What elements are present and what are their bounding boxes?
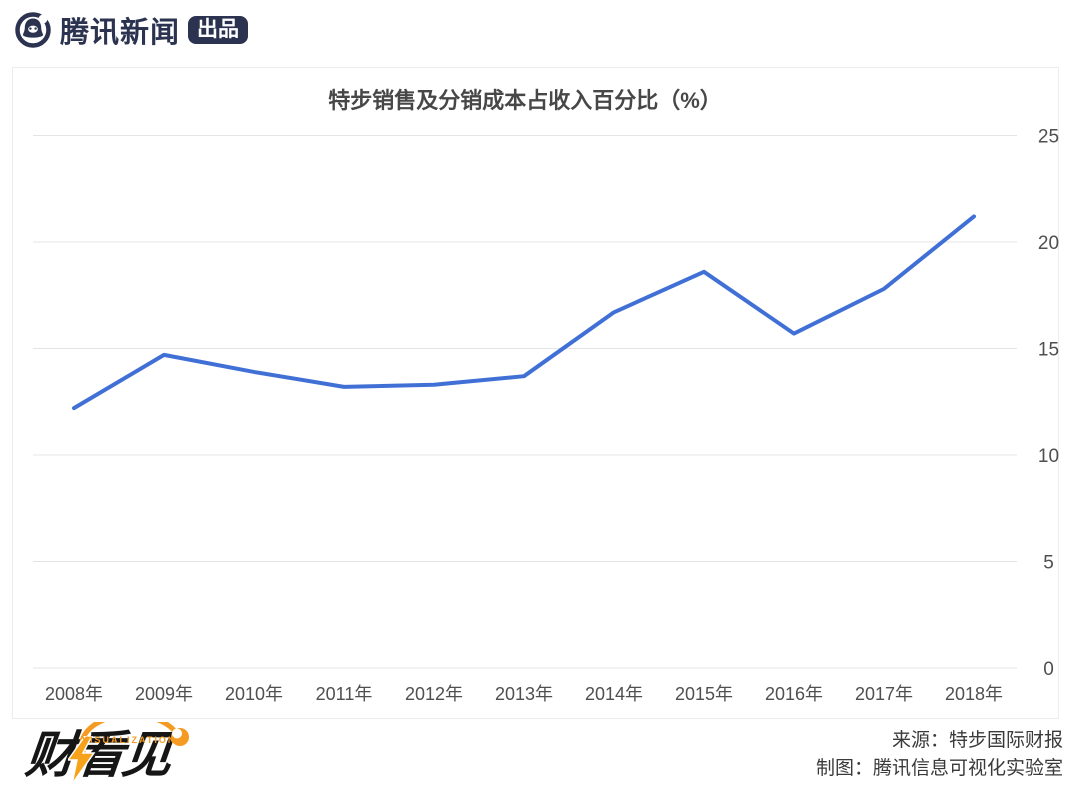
lightning-bolt-icon [68, 736, 96, 784]
brand-badge: 出品 [188, 16, 249, 44]
x-tick-label: 2013年 [495, 684, 553, 704]
x-tick-label: 2018年 [945, 684, 1003, 704]
y-tick-label: 15 [1038, 340, 1059, 361]
y-tick-label: 25 [1038, 127, 1059, 148]
caikanjian-logo: 财看见 VISUALIZATION [23, 722, 226, 792]
trend-line [72, 214, 976, 411]
chart-card: 特步销售及分销成本占收入百分比（%） 0 5 10 15 20 25 2008年 2009年… [12, 67, 1059, 719]
x-tick-label: 2012年 [405, 684, 463, 704]
y-tick-label: 0 [1043, 659, 1054, 680]
x-tick-label: 2014年 [585, 684, 643, 704]
credit-line: 制图：腾讯信息可视化实验室 [815, 758, 1063, 779]
x-tick-label: 2017年 [855, 684, 913, 704]
y-tick-label: 10 [1038, 446, 1059, 467]
x-tick-label: 2015年 [675, 684, 733, 704]
chart-title: 特步销售及分销成本占收入百分比（%） [328, 88, 722, 113]
x-tick-label: 2008年 [45, 684, 103, 704]
y-axis-labels: 0 5 10 15 20 25 [1038, 127, 1059, 681]
x-tick-label: 2016年 [765, 684, 823, 704]
brand-name: 腾讯新闻 [60, 17, 181, 49]
x-axis-labels: 2008年 2009年 2010年 2011年 2012年 2013年 2014年 2015年… [45, 684, 1003, 704]
x-tick-label: 2009年 [135, 684, 193, 704]
tencent-news-penguin-icon [15, 12, 51, 48]
source-credits: 来源：特步国际财报 制图：腾讯信息可视化实验室 [816, 727, 1063, 783]
line-chart: 特步销售及分销成本占收入百分比（%） 0 5 10 15 20 25 2008年 2009年… [33, 88, 1059, 704]
y-tick-label: 5 [1043, 553, 1054, 574]
y-tick-label: 20 [1038, 233, 1059, 254]
x-tick-label: 2011年 [316, 684, 373, 704]
header-brand: 腾讯新闻 出品 [14, 9, 249, 51]
gridlines [33, 135, 1017, 669]
x-tick-label: 2010年 [225, 684, 283, 704]
logo-subtext: VISUALIZATION [82, 735, 177, 745]
source-line: 来源：特步国际财报 [891, 730, 1063, 751]
